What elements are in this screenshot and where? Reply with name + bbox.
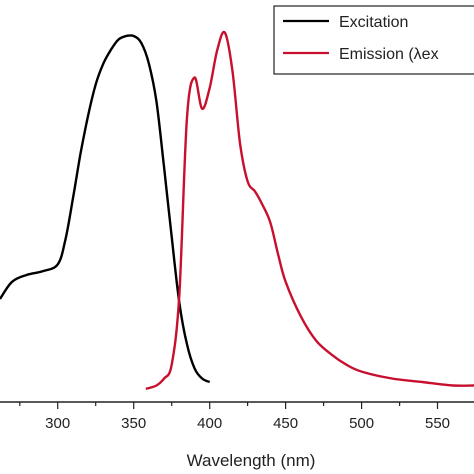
x-tick-label: 500 — [349, 415, 374, 432]
legend-label-emission: Emission (λex — [339, 46, 439, 63]
legend-label-excitation: Excitation — [339, 14, 408, 31]
legend: Excitation Emission (λex — [273, 5, 474, 75]
series-layer — [0, 30, 474, 391]
x-tick-label: 300 — [45, 415, 70, 432]
x-ticks: 300 350 400 450 500 550 — [19, 402, 450, 432]
legend-box — [273, 5, 474, 75]
x-tick-label: 450 — [273, 415, 298, 432]
x-tick-label: 400 — [197, 415, 222, 432]
x-axis-title: Wavelength (nm) — [187, 451, 316, 470]
x-tick-label: 350 — [121, 415, 146, 432]
x-tick-label: 550 — [425, 415, 450, 432]
series-line-excitation — [0, 34, 211, 384]
series-line-emission — [145, 30, 474, 391]
